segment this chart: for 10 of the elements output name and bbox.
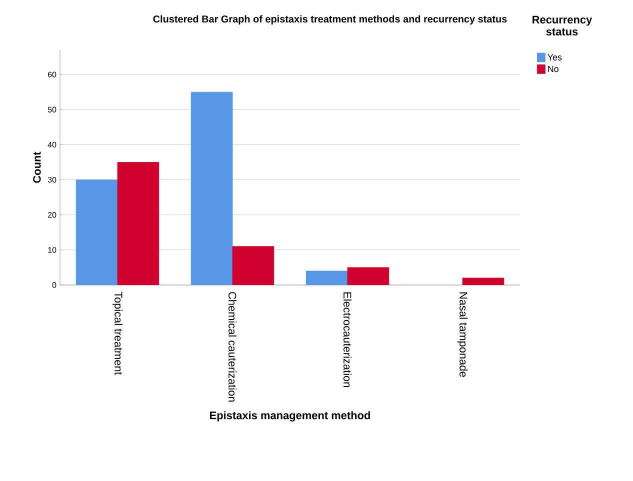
legend-title: Recurrency status <box>532 16 592 36</box>
x-tick-label: Electrocauterization <box>343 292 352 388</box>
x-axis-title: Epistaxis management method <box>210 411 370 422</box>
chart-title: Clustered Bar Graph of epistaxis treatment methods and recurrency status <box>153 15 507 24</box>
y-axis-title: Count <box>33 152 41 183</box>
x-tick-label: Chemical cauterization <box>228 292 237 402</box>
legend-label: Yes <box>548 54 562 60</box>
legend-label: No <box>548 66 558 72</box>
x-tick-label: Topical treatment <box>112 292 123 375</box>
x-tick-label: Nasal tamponade <box>457 292 468 377</box>
